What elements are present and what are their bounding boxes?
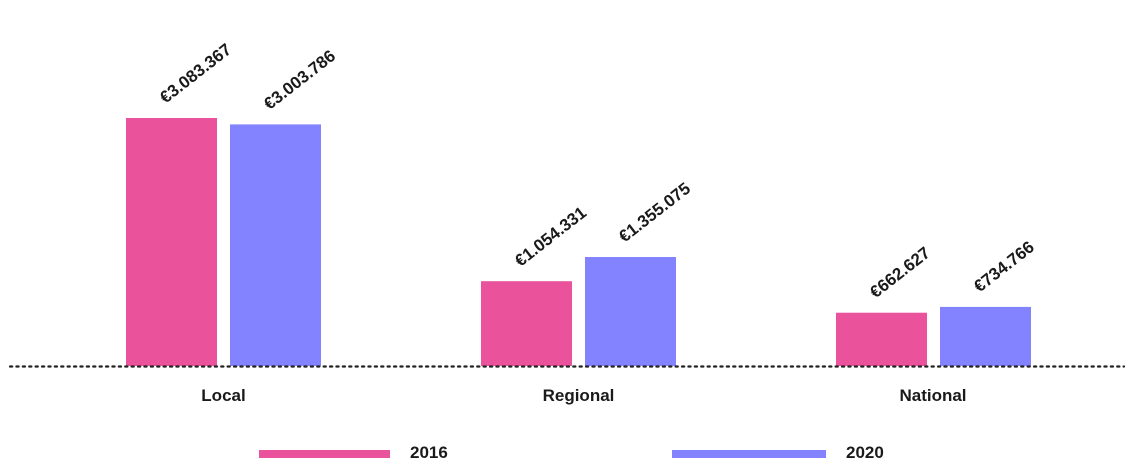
value-label-regional-2016: €1.054.331 (511, 203, 590, 270)
legend-label-2020: 2020 (846, 443, 884, 459)
bar-national-2016 (836, 312, 927, 366)
legend-item-2016: 2016 (259, 443, 448, 462)
value-label-national-2016: €662.627 (866, 243, 934, 302)
bar-national-2020 (940, 306, 1031, 366)
bars-layer (126, 118, 1031, 367)
legend-item-2020: 2020 (672, 443, 884, 462)
value-label-national-2020: €734.766 (970, 237, 1038, 296)
bar-local-2016 (126, 118, 217, 366)
category-label-regional: Regional (543, 386, 615, 405)
legend-swatch-2020 (672, 450, 826, 458)
legend-swatch-2016 (259, 450, 390, 458)
value-label-regional-2020: €1.355.075 (615, 179, 694, 246)
bar-local-2020 (230, 124, 321, 367)
bar-regional-2020 (585, 257, 676, 366)
legend-label-2016: 2016 (410, 443, 448, 459)
category-label-national: National (899, 386, 966, 405)
bar-regional-2016 (481, 281, 572, 366)
value-label-local-2020: €3.003.786 (260, 46, 339, 113)
legend: 2016 2020 (259, 443, 884, 462)
value-label-local-2016: €3.083.367 (156, 40, 235, 107)
category-labels-layer: Local Regional National (201, 386, 966, 405)
category-label-local: Local (201, 386, 245, 405)
